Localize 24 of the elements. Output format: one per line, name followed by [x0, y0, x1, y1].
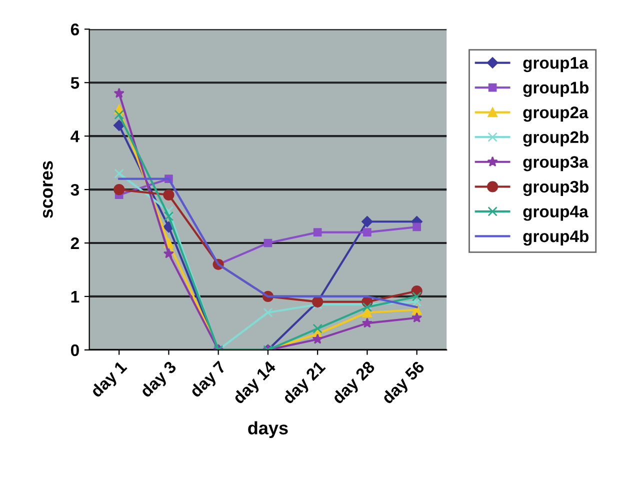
y-axis-title: scores — [42, 161, 53, 218]
legend-label: group1a — [523, 57, 588, 72]
y-tick-label: 6 — [70, 24, 79, 36]
y-tick-label: 0 — [70, 344, 79, 356]
y-tick-label: 3 — [70, 184, 79, 196]
legend-label: group2b — [523, 130, 589, 146]
x-tick-label: day 1 — [89, 360, 130, 400]
x-tick-label: day 3 — [139, 360, 180, 400]
y-tick-label: 4 — [70, 130, 80, 142]
legend-label: group3a — [523, 156, 588, 172]
legend-label: group4b — [523, 230, 589, 246]
legend-label: group3b — [523, 180, 589, 196]
legend-label: group4a — [523, 206, 588, 221]
y-tick-label: 5 — [70, 77, 80, 89]
y-tick-label: 2 — [70, 237, 79, 250]
legend-label: group2a — [523, 106, 588, 122]
x-tick-label: day 28 — [331, 360, 378, 407]
x-tick-label: day 7 — [188, 360, 229, 400]
x-axis-title: days — [248, 421, 288, 438]
x-tick-label: day 56 — [380, 360, 428, 407]
legend-label: group1b — [523, 81, 589, 97]
x-tick-label: day 14 — [232, 360, 279, 407]
y-tick-label: 1 — [71, 291, 80, 302]
x-tick-label: day 21 — [281, 360, 328, 407]
